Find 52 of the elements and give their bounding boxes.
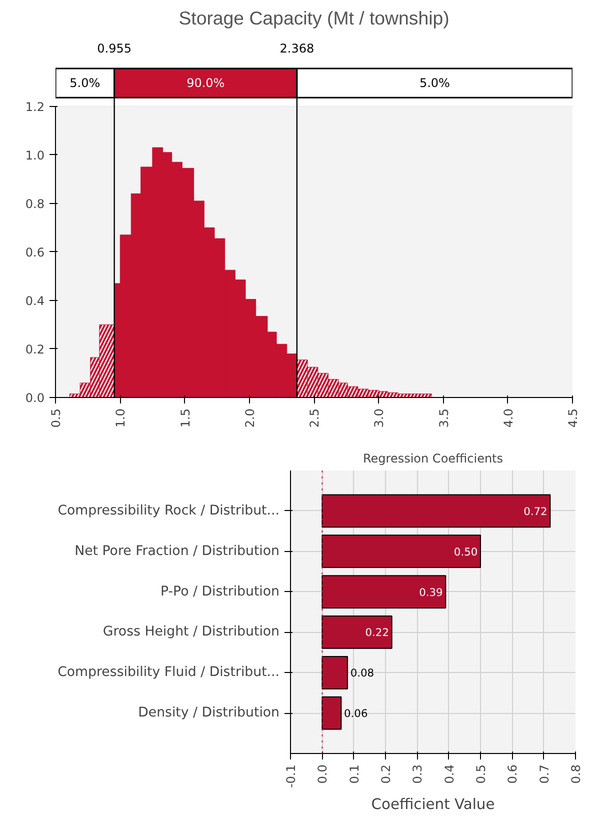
y-tick-label: 0.6 <box>25 245 45 260</box>
data-label: 0.50 <box>454 545 478 558</box>
x-tick-label: 0.0 <box>316 764 330 784</box>
text: 90.0% <box>186 76 225 90</box>
data-label: 0.72 <box>524 504 548 518</box>
y-tick-label: Net Pore Fraction / Distribution <box>74 544 280 559</box>
x-tick-label: 0.5 <box>49 408 63 428</box>
ref-line-label: 2.368 <box>280 42 314 56</box>
data-label: 0.08 <box>350 666 374 680</box>
y-tick-label: 0.2 <box>25 342 45 356</box>
y-tick-label: 0.8 <box>25 196 45 211</box>
text: 5.0% <box>419 76 450 90</box>
x-tick-label: 2.5 <box>308 408 322 428</box>
bar <box>322 534 481 568</box>
bar <box>322 616 392 649</box>
text: 5.0% <box>70 76 100 90</box>
x-tick-label: 0.2 <box>379 764 393 784</box>
x-tick-label: 3.0 <box>372 408 386 428</box>
x-tick-label: 2.0 <box>242 408 257 428</box>
data-label: 0.06 <box>344 707 368 720</box>
bar <box>322 575 446 608</box>
x-tick-label: 3.5 <box>436 408 451 428</box>
bar <box>322 494 551 528</box>
x-tick-label: 0.3 <box>410 764 425 784</box>
data-label: 0.39 <box>419 586 444 599</box>
data-label: 0.22 <box>365 626 389 640</box>
ref-line-label: 0.955 <box>97 42 132 56</box>
chart-title: Regression Coefficients <box>362 452 504 466</box>
x-tick-label: 0.1 <box>347 764 362 784</box>
x-tick-label: 0.6 <box>506 764 520 784</box>
bar <box>322 656 348 690</box>
y-tick-label: Density / Distribution <box>138 706 280 721</box>
x-tick-label: 0.4 <box>442 764 456 784</box>
y-tick-label: Gross Height / Distribution <box>102 624 280 640</box>
x-tick-label: 4.0 <box>501 408 516 428</box>
y-tick-label: Compressibility Rock / Distribut... <box>58 503 280 518</box>
y-tick-label: Compressibility Fluid / Distribut... <box>58 665 280 680</box>
y-tick-label: P-Po / Distribution <box>160 584 280 600</box>
chart-title: Storage Capacity (Mt / township) <box>178 8 450 28</box>
y-tick-label: 0.4 <box>25 294 45 308</box>
x-tick-label: 1.0 <box>114 408 128 428</box>
y-tick-label: 0.0 <box>25 391 45 405</box>
y-tick-label: 1.2 <box>25 100 45 114</box>
bar <box>322 696 342 730</box>
x-tick-label: -0.1 <box>284 764 298 788</box>
x-tick-label: 4.5 <box>566 408 580 428</box>
x-axis-title: Coefficient Value <box>371 796 495 813</box>
x-tick-label: 0.5 <box>474 764 488 784</box>
x-tick-label: 0.8 <box>569 764 583 784</box>
x-tick-label: 0.7 <box>537 764 552 784</box>
y-tick-label: 1.0 <box>25 148 45 162</box>
x-tick-label: 1.5 <box>178 408 192 428</box>
